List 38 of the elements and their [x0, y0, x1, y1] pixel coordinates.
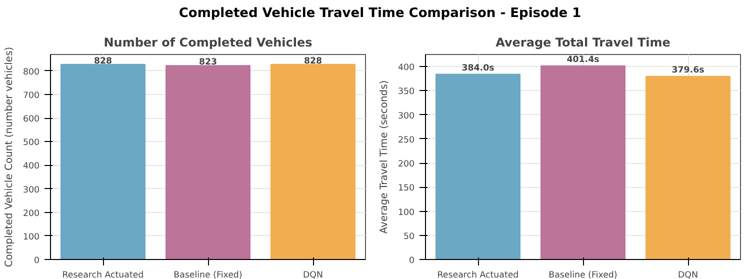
- data-label: 401.4s: [566, 54, 600, 65]
- y-tick-label: 150: [398, 184, 415, 194]
- x-tick-label: Research Actuated: [62, 270, 144, 279]
- chart-title: Average Total Travel Time: [496, 36, 670, 50]
- y-tick-label: 500: [22, 138, 40, 148]
- x-tick-label: DQN: [303, 270, 323, 279]
- y-tick-label: 800: [22, 67, 40, 78]
- y-axis-title: Average Travel Time (seconds): [378, 80, 390, 234]
- y-tick-label: 100: [398, 208, 415, 218]
- text: Completed Vehicle Travel Time Comparison - Episode 1: [178, 5, 582, 23]
- y-tick-label: 0: [408, 256, 415, 266]
- y-tick-label: 0: [34, 256, 40, 266]
- bar: [646, 76, 730, 260]
- data-label: 823: [198, 58, 218, 68]
- y-tick-label: 100: [22, 232, 40, 242]
- data-label: 384.0s: [462, 63, 494, 74]
- y-tick-label: 400: [22, 162, 40, 172]
- x-tick-label: Research Actuated: [437, 270, 519, 279]
- data-label: 828: [94, 56, 112, 66]
- y-tick-label: 50: [403, 232, 414, 242]
- y-tick-label: 250: [398, 135, 415, 146]
- chart-title: Number of Completed Vehicles: [104, 36, 312, 50]
- y-axis-title: Completed Vehicle Count (number vehicles): [4, 46, 15, 268]
- bar: [436, 74, 520, 260]
- y-tick-label: 300: [398, 111, 415, 122]
- x-tick-label: Baseline (Fixed): [174, 270, 242, 279]
- data-label: 379.6s: [672, 65, 704, 76]
- x-tick-label: DQN: [678, 270, 698, 279]
- y-tick-label: 400: [398, 63, 415, 74]
- data-label: 828: [304, 56, 322, 66]
- y-tick-label: 300: [22, 185, 40, 196]
- x-tick-label: Baseline (Fixed): [548, 270, 618, 279]
- bar: [540, 65, 626, 260]
- y-tick-label: 700: [22, 91, 40, 102]
- y-tick-label: 200: [398, 160, 415, 170]
- y-tick-label: 350: [398, 87, 415, 98]
- y-tick-label: 600: [22, 114, 40, 125]
- y-tick-label: 200: [22, 208, 40, 219]
